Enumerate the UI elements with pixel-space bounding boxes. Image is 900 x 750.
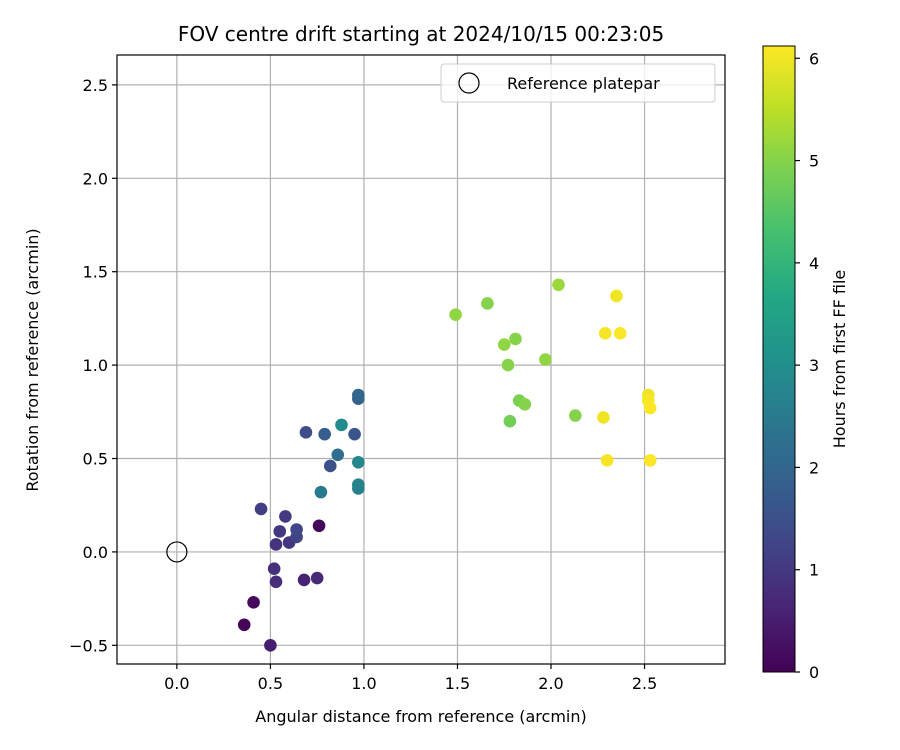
data-point — [352, 455, 365, 469]
data-point — [314, 485, 328, 499]
x-tick-label: 2.0 — [538, 674, 563, 693]
data-point — [318, 427, 331, 441]
x-tick-label: 0.5 — [258, 674, 283, 693]
colorbar-ticks: 0 1 2 3 4 5 6 — [795, 49, 819, 682]
data-point — [509, 332, 522, 346]
y-tick-label: 1.5 — [83, 263, 108, 282]
chart-title: FOV centre drift starting at 2024/10/15 … — [178, 22, 664, 46]
reference-point-marker — [166, 541, 188, 563]
y-tick-label: 2.0 — [83, 169, 108, 188]
data-point — [643, 401, 657, 415]
x-tick-label: 1.5 — [445, 674, 470, 693]
x-axis-ticks: 0.0 0.5 1.0 1.5 2.0 2.5 — [164, 664, 657, 693]
data-point — [518, 398, 532, 411]
data-point — [503, 414, 517, 428]
data-point — [254, 502, 268, 516]
data-point — [290, 523, 303, 536]
data-point — [598, 327, 612, 340]
data-points — [237, 278, 657, 652]
data-point — [310, 571, 324, 585]
x-tick-label: 0.0 — [164, 674, 189, 693]
y-axis-ticks: −0.5 0.0 0.5 1.0 1.5 2.0 2.5 — [69, 76, 117, 655]
x-tick-label: 1.0 — [351, 674, 376, 693]
y-axis-title: Rotation from reference (arcmin) — [23, 228, 42, 491]
data-point — [237, 618, 251, 632]
data-point — [613, 327, 627, 340]
data-point — [352, 478, 365, 491]
colorbar: 0 1 2 3 4 5 6 Hours from first FF file — [762, 45, 849, 682]
data-point — [348, 427, 361, 441]
data-point — [279, 510, 292, 523]
data-point — [569, 409, 582, 422]
colorbar-tick-label: 0 — [809, 663, 819, 682]
data-point — [481, 297, 494, 310]
data-point — [273, 525, 287, 538]
colorbar-label: Hours from first FF file — [830, 270, 849, 449]
data-point — [269, 575, 283, 589]
y-tick-label: −0.5 — [69, 636, 108, 655]
legend-box — [440, 63, 716, 103]
colorbar-tick-label: 6 — [809, 49, 819, 68]
x-tick-label: 2.5 — [632, 674, 657, 693]
data-point — [643, 454, 657, 467]
reference-marker-group — [166, 541, 188, 563]
data-point — [264, 639, 277, 652]
data-point — [335, 418, 348, 432]
data-point — [352, 388, 365, 402]
data-point — [600, 454, 614, 467]
data-point — [449, 308, 462, 321]
data-point — [597, 411, 610, 424]
data-point — [312, 519, 326, 533]
colorbar-tick-label: 2 — [809, 458, 819, 477]
colorbar-tick-label: 3 — [809, 356, 819, 375]
data-point — [501, 358, 515, 372]
data-point — [331, 448, 345, 462]
data-point — [297, 573, 311, 587]
y-tick-label: 0.0 — [83, 543, 108, 562]
colorbar-tick-label: 5 — [809, 152, 819, 171]
colorbar-tick-label: 4 — [809, 254, 819, 273]
colorbar-tick-label: 1 — [809, 561, 819, 580]
data-point — [267, 562, 281, 576]
legend-label: Reference platepar — [507, 74, 660, 93]
y-tick-label: 0.5 — [83, 450, 108, 469]
data-point — [299, 426, 313, 439]
data-point — [323, 459, 337, 473]
legend: Reference platepar — [440, 63, 716, 103]
data-point — [552, 278, 565, 292]
grid — [117, 55, 725, 664]
data-point — [269, 538, 283, 551]
y-tick-label: 1.0 — [83, 356, 108, 375]
y-tick-label: 2.5 — [83, 76, 108, 95]
data-point — [610, 289, 623, 303]
legend-marker-open-circle — [458, 72, 480, 94]
x-axis-title: Angular distance from reference (arcmin) — [255, 707, 586, 726]
data-point — [497, 338, 511, 351]
data-point — [539, 353, 552, 366]
data-point — [247, 596, 260, 609]
plot-frame — [116, 54, 726, 665]
colorbar-gradient — [762, 45, 796, 673]
